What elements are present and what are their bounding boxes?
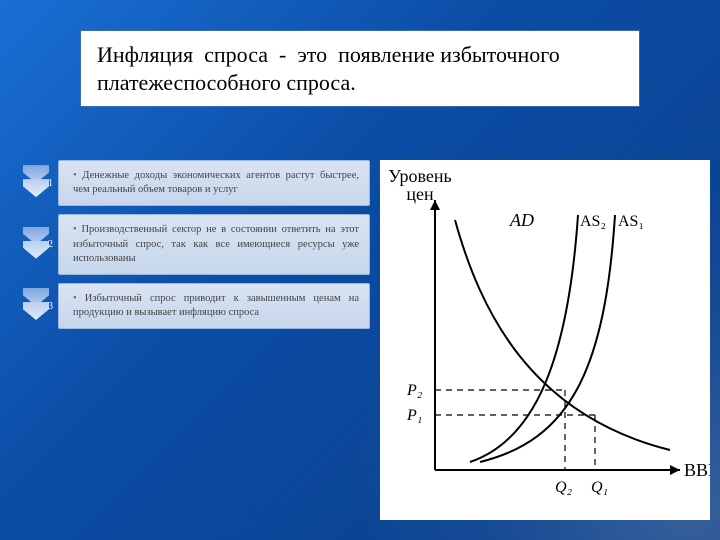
step-text: Денежные доходы экономических агентов ра… <box>58 160 370 206</box>
svg-text:цен: цен <box>406 184 434 204</box>
graph-svg: Уровеньцен ВВП AD AS₂ AS₁ P₂ P₁ Q₂ Q₁ <box>380 160 710 520</box>
svg-text:AD: AD <box>509 210 534 230</box>
slide: Инфляция спроса - это появление избыточн… <box>0 0 720 540</box>
svg-text:AS₂: AS₂ <box>580 213 606 230</box>
chevron-1: 1 <box>20 160 58 206</box>
svg-text:AS₁: AS₁ <box>618 213 644 230</box>
svg-text:P₁: P₁ <box>406 407 422 424</box>
step-2: 2 Производственный сектор не в состоянии… <box>20 214 370 275</box>
step-3: 3 Избыточный спрос приводит к завышенным… <box>20 283 370 329</box>
definition-box: Инфляция спроса - это появление избыточн… <box>80 30 640 107</box>
svg-text:Q₁: Q₁ <box>591 479 608 496</box>
chevron-2: 2 <box>20 214 58 275</box>
steps-column: 1 Денежные доходы экономических агентов … <box>20 160 370 337</box>
definition-text: Инфляция спроса - это появление избыточн… <box>97 41 623 96</box>
ad-as-graph: Уровеньцен ВВП AD AS₂ AS₁ P₂ P₁ Q₂ Q₁ <box>380 160 710 520</box>
step-1: 1 Денежные доходы экономических агентов … <box>20 160 370 206</box>
svg-text:P₂: P₂ <box>406 382 423 399</box>
step-text: Избыточный спрос приводит к завышенным ц… <box>58 283 370 329</box>
step-number: 2 <box>48 239 53 250</box>
chevron-3: 3 <box>20 283 58 329</box>
svg-text:ВВП: ВВП <box>684 460 710 480</box>
step-number: 3 <box>48 301 53 312</box>
step-text: Производственный сектор не в состоянии о… <box>58 214 370 275</box>
svg-text:Уровень: Уровень <box>388 166 451 186</box>
svg-text:Q₂: Q₂ <box>555 479 573 496</box>
step-number: 1 <box>48 178 53 189</box>
